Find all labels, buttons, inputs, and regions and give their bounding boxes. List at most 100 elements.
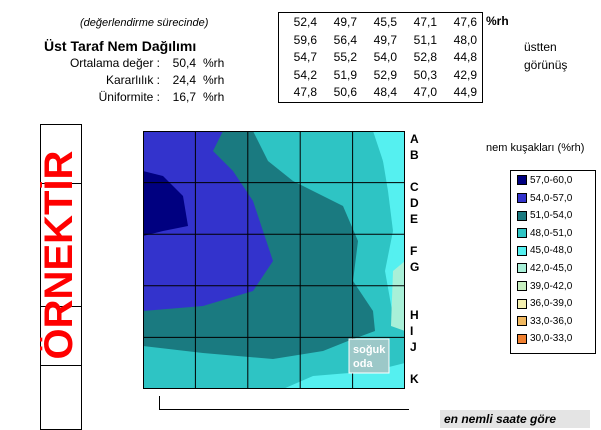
legend-swatch	[517, 210, 527, 221]
table-cell: 52,9	[373, 67, 397, 82]
legend-title: nem kuşakları (%rh)	[486, 142, 585, 154]
table-cell: 47,0	[413, 85, 437, 99]
table-unit-label: %rh	[486, 14, 509, 28]
table-cell: 56,4	[333, 32, 357, 47]
watermark-svg: ÖRNEKTİR	[40, 150, 81, 359]
cold-room-box	[348, 338, 390, 374]
row-letter: F	[410, 244, 418, 258]
table-cell: 48,4	[373, 85, 397, 99]
legend-label: 48,0-51,0	[530, 227, 573, 239]
table-cell: 59,6	[293, 32, 317, 47]
stat-label: Üniformite :	[98, 90, 160, 104]
table-cell: 50,6	[333, 85, 357, 99]
table-cell: 52,8	[413, 50, 437, 64]
table-cell: 49,7	[333, 15, 357, 29]
report-title: Üst Taraf Nem Dağılımı	[44, 38, 197, 54]
legend-item: 57,0-60,0	[517, 175, 572, 186]
table-cell: 47,1	[413, 15, 437, 29]
report-subtitle: (değerlendirme sürecinde)	[80, 17, 209, 29]
footer-note: en nemli saate göre	[440, 410, 590, 428]
stat-average: Ortalama değer : 50,4 %rh	[0, 56, 260, 72]
view-label-top: üstten	[524, 40, 557, 54]
legend-swatch	[517, 316, 527, 327]
legend-swatch	[517, 192, 527, 203]
row-letter: H	[410, 308, 419, 322]
legend-label: 42,0-45,0	[530, 263, 573, 274]
legend-item: 36,0-39,0	[517, 298, 572, 309]
legend-label: 54,0-57,0	[530, 192, 573, 204]
table-cell: 54,0	[373, 50, 397, 64]
table-cell: 48,0	[453, 32, 477, 47]
stat-value: 16,7	[172, 90, 196, 104]
legend-label: 39,0-42,0	[530, 280, 573, 292]
legend-item: 30,0-33,0	[517, 333, 572, 344]
stat-label: Ortalama değer :	[69, 56, 160, 70]
legend-swatch	[517, 280, 527, 291]
stat-uniformity: Üniformite : 16,7 %rh	[0, 90, 260, 106]
legend-swatch	[517, 175, 527, 186]
watermark-frame-cell	[40, 306, 82, 366]
legend-label: 45,0-48,0	[530, 245, 573, 257]
legend-label: 36,0-39,0	[530, 298, 573, 310]
legend-swatch	[517, 298, 527, 309]
table-cell: 51,1	[413, 32, 437, 47]
humidity-heatmap: soğuk oda	[143, 131, 405, 389]
table-cell: 44,8	[453, 50, 477, 64]
legend-swatch	[517, 263, 527, 274]
zone-45-48-bottom	[283, 363, 405, 389]
legend-swatch	[517, 245, 527, 256]
table-cell: 49,7	[373, 32, 397, 47]
legend-label: 57,0-60,0	[530, 175, 573, 186]
table-cell: 54,2	[293, 67, 317, 82]
legend-item: 42,0-45,0	[517, 263, 572, 274]
stat-stability: Kararlılık : 24,4 %rh	[0, 73, 260, 89]
stat-value: 24,4	[172, 73, 196, 87]
annotation-line-2: oda	[353, 358, 373, 370]
zone-42-45	[391, 261, 405, 331]
table-cell: 55,2	[333, 50, 357, 64]
legend-label: 30,0-33,0	[530, 333, 573, 345]
row-letter: D	[410, 196, 419, 210]
legend-item: 45,0-48,0	[517, 245, 572, 256]
row-letter: G	[410, 260, 420, 274]
watermark-text: ÖRNEKTİR	[40, 150, 81, 359]
table-cell: 44,9	[453, 85, 477, 99]
legend-item: 51,0-54,0	[517, 210, 572, 221]
table-cell: 47,6	[453, 15, 477, 29]
legend-item: 39,0-42,0	[517, 281, 572, 292]
table-cell: 47,8	[293, 85, 317, 99]
legend-item: 48,0-51,0	[517, 228, 572, 239]
row-letter: J	[410, 340, 417, 354]
row-letter: B	[410, 148, 419, 162]
stat-unit: %rh	[203, 90, 225, 104]
zone-57-60	[143, 171, 188, 236]
table-cell: 51,9	[333, 67, 357, 82]
watermark-frame-cell	[40, 124, 82, 184]
zone-54-57	[143, 131, 273, 311]
annotation-line-1: soğuk	[353, 344, 386, 356]
table-cell: 50,3	[413, 67, 437, 82]
heatmap-grid	[143, 131, 405, 389]
grid-border	[143, 131, 405, 389]
stat-label: Kararlılık :	[105, 73, 160, 87]
table-cell: 42,9	[453, 67, 477, 82]
stat-value: 50,4	[172, 56, 196, 70]
measurement-table: 52,4 49,7 45,5 47,1 47,6 59,6 56,4 49,7 51,1 48,0…	[278, 12, 483, 103]
table-cell: 45,5	[373, 15, 397, 29]
row-letter: K	[410, 372, 419, 386]
row-letter: E	[410, 212, 419, 226]
row-letter: A	[410, 132, 419, 146]
legend-swatch	[517, 228, 527, 239]
legend-label: 51,0-54,0	[530, 210, 573, 222]
legend: 57,0-60,0 54,0-57,0 51,0-54,0 48,0-51,0 45,0…	[510, 170, 596, 354]
row-letter: C	[410, 180, 419, 194]
stat-unit: %rh	[203, 56, 225, 70]
legend-item: 54,0-57,0	[517, 193, 572, 204]
table-cell: 54,7	[293, 50, 317, 64]
map-base-frame	[159, 396, 409, 410]
legend-swatch	[517, 333, 527, 344]
row-letter: I	[410, 324, 414, 338]
legend-item: 33,0-36,0	[517, 316, 572, 327]
stat-unit: %rh	[203, 73, 225, 87]
view-label-bottom: görünüş	[524, 58, 568, 72]
